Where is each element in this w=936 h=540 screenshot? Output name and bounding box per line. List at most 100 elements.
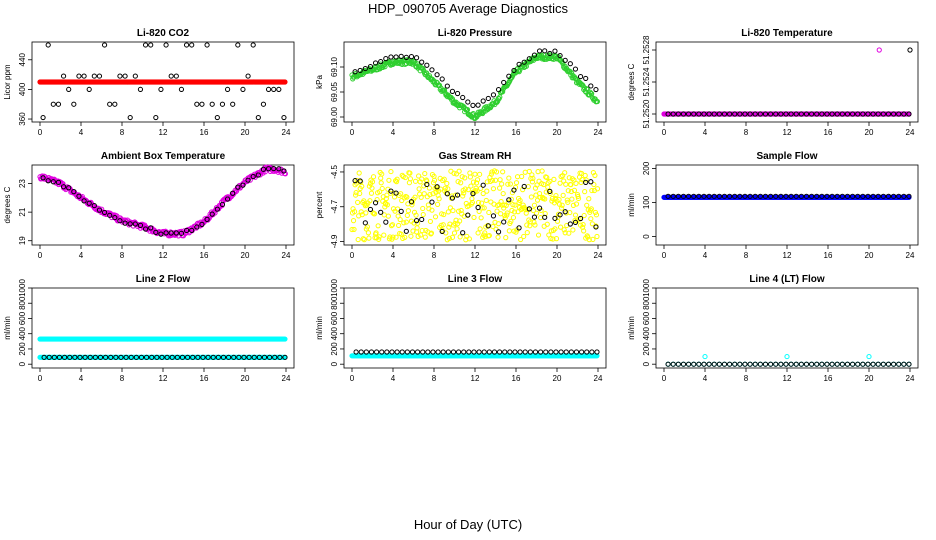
data-point: [486, 349, 492, 355]
data-point: [583, 75, 589, 82]
data-point: [366, 235, 372, 241]
data-point: [557, 180, 563, 186]
data-point: [245, 177, 251, 183]
data-point: [500, 169, 506, 175]
data-point: [680, 111, 687, 117]
data-point: [706, 361, 712, 367]
x-tick-label: 16: [512, 374, 521, 383]
x-tick-label: 20: [865, 251, 874, 260]
data-point: [711, 361, 717, 367]
data-point: [891, 111, 897, 117]
data-point: [422, 170, 428, 177]
data-point: [439, 228, 445, 235]
data-point: [477, 171, 483, 177]
panel-title: Ambient Box Temperature: [101, 151, 226, 162]
data-point: [891, 193, 897, 199]
data-point: [450, 207, 456, 214]
data-point: [384, 349, 390, 355]
data-point: [103, 354, 109, 360]
data-point: [195, 354, 201, 360]
data-point: [480, 182, 486, 188]
data-point: [498, 211, 504, 217]
data-point: [137, 86, 144, 93]
data-point: [349, 226, 355, 233]
y-tick-label: 440: [18, 53, 27, 67]
data-point: [142, 226, 149, 232]
data-point: [834, 193, 840, 199]
data-point: [504, 212, 510, 218]
data-point: [41, 354, 47, 360]
data-point: [66, 185, 72, 191]
data-point: [255, 172, 261, 178]
data-point: [419, 59, 425, 65]
data-point: [127, 221, 133, 227]
data-point: [281, 168, 287, 174]
data-point: [581, 228, 587, 234]
data-point: [376, 234, 382, 240]
y-tick-label: 800: [18, 296, 27, 310]
data-point: [511, 209, 518, 215]
y-tick-label: 69.05: [330, 81, 339, 102]
data-point: [768, 193, 774, 199]
data-point: [480, 98, 486, 104]
data-point: [706, 111, 712, 117]
data-point: [185, 354, 191, 360]
data-point: [205, 354, 211, 360]
data-point: [375, 223, 381, 229]
data-point: [875, 193, 881, 199]
x-tick-label: 24: [282, 374, 291, 383]
data-point: [444, 180, 450, 187]
panel-gas-stream-rh: Gas Stream RH percent 0 4 8 12 16 20 24 -4.9 -4.7 -…: [315, 151, 607, 260]
data-point: [716, 361, 722, 367]
data-point: [475, 230, 481, 236]
data-point: [727, 193, 733, 199]
y-tick-label: 23: [18, 179, 27, 188]
y-tick-label: 600: [18, 311, 27, 325]
data-point: [96, 73, 103, 79]
data-point: [441, 176, 447, 182]
data-point: [839, 193, 845, 199]
data-point: [405, 208, 411, 214]
data-point: [543, 349, 549, 355]
data-point: [45, 42, 51, 48]
data-point: [711, 193, 717, 199]
data-point: [594, 186, 601, 192]
data-point: [885, 361, 892, 367]
data-point: [451, 170, 457, 176]
data-point: [427, 218, 434, 225]
data-point: [460, 193, 466, 199]
data-point: [190, 354, 196, 360]
data-point: [544, 174, 550, 181]
data-point: [824, 193, 830, 199]
data-point: [60, 184, 67, 190]
data-point: [465, 212, 471, 218]
y-tick-label: -4.9: [330, 234, 339, 248]
x-tick-label: 8: [120, 251, 125, 260]
data-point: [128, 354, 134, 360]
y-tick-label: 600: [330, 311, 339, 325]
data-point: [844, 361, 851, 367]
data-point: [798, 111, 804, 117]
data-point: [526, 206, 532, 212]
data-point: [465, 99, 471, 105]
x-tick-label: 24: [906, 251, 915, 260]
x-tick-label: 0: [350, 128, 355, 137]
data-point: [178, 230, 185, 236]
data-point: [396, 222, 402, 229]
data-point: [462, 186, 468, 192]
data-point: [829, 111, 835, 117]
data-point: [768, 111, 774, 117]
data-point: [470, 191, 476, 197]
data-point: [137, 222, 144, 228]
data-point: [231, 354, 237, 360]
data-point: [508, 196, 514, 202]
data-point: [361, 237, 367, 243]
x-tick-label: 24: [282, 128, 291, 137]
data-point: [363, 210, 369, 216]
data-point: [45, 178, 51, 184]
data-point: [359, 183, 365, 189]
data-point: [168, 232, 174, 239]
y-tick-label: 200: [642, 161, 651, 175]
data-point: [112, 101, 118, 107]
data-point: [393, 179, 400, 185]
